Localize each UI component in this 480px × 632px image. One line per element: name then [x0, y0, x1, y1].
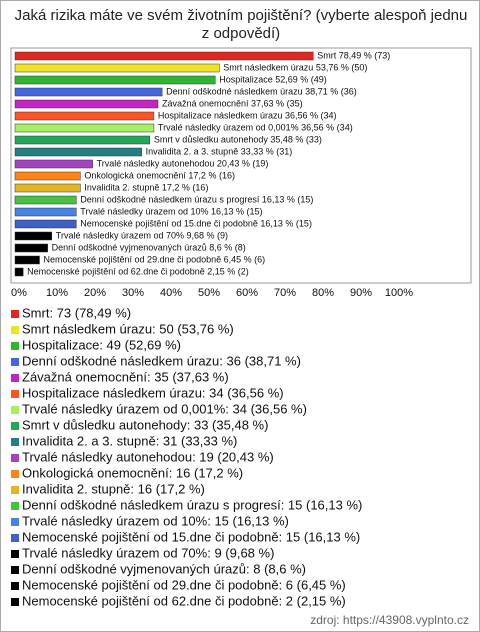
- bar: [14, 207, 77, 217]
- data-label: Denní odškodné následkem úrazu s progres…: [80, 194, 313, 204]
- bar: [14, 183, 81, 193]
- legend-swatch: [11, 406, 19, 414]
- legend-label: Nemocenské pojištění od 29.dne či podobn…: [22, 577, 346, 592]
- bar: [14, 51, 314, 61]
- bar: [14, 63, 220, 73]
- legend-swatch: [11, 438, 19, 446]
- legend-swatch: [11, 422, 19, 430]
- x-tick-label: 50%: [198, 287, 220, 299]
- bar: [14, 135, 151, 145]
- legend-label: Hospitalizace: 49 (52,69 %): [22, 337, 181, 352]
- bar: [14, 159, 93, 169]
- legend-swatch: [11, 454, 19, 462]
- legend-swatch: [11, 534, 19, 542]
- legend-label: Invalidita 2. stupně: 16 (17,2 %): [22, 481, 205, 496]
- source: zdroj: https://43908.vyplnto.cz: [310, 613, 469, 627]
- data-label: Smrt 78,49 % (73): [317, 50, 390, 60]
- data-label: Trvalé následky úrazem od 0,001% 36,56 %…: [158, 122, 353, 132]
- data-label: Závažná onemocnění 37,63 % (35): [162, 98, 303, 108]
- bar: [14, 99, 159, 109]
- data-label: Trvalé následky autonehodou 20,43 % (19): [97, 158, 269, 168]
- data-label: Onkologická onemocnění 17,2 % (16): [84, 170, 235, 180]
- data-label: Denní odškodné následkem úrazu 38,71 % (…: [166, 86, 357, 96]
- data-label: Smrt v důsledku autonehody 35,48 % (33): [154, 134, 322, 144]
- legend-label: Trvalé následky úrazem od 70%: 9 (9,68 %…: [22, 545, 274, 560]
- data-label: Smrt následkem úrazu 53,76 % (50): [223, 62, 367, 72]
- data-label: Nemocenské pojištění od 29.dne či podobn…: [44, 254, 266, 264]
- x-tick-label: 40%: [160, 287, 182, 299]
- x-tick-label: 10%: [46, 287, 68, 299]
- x-tick-label: 80%: [312, 287, 334, 299]
- legend-label: Nemocenské pojištění od 15.dne či podobn…: [22, 529, 360, 544]
- legend-label: Denní odškodné vyjmenovaných úrazů: 8 (8…: [22, 561, 306, 576]
- legend-swatch: [11, 374, 19, 382]
- legend-label: Trvalé následky autonehodou: 19 (20,43 %…: [22, 449, 274, 464]
- data-label: Trvalé následky úrazem od 70% 9,68 % (9): [56, 230, 228, 240]
- legend-label: Trvalé následky úrazem od 10%: 15 (16,13…: [22, 513, 289, 528]
- legend-label: Onkologická onemocnění: 16 (17,2 %): [22, 465, 243, 480]
- legend-swatch: [11, 550, 19, 558]
- legend-label: Hospitalizace následkem úrazu: 34 (36,56…: [22, 385, 284, 400]
- bar: [14, 195, 77, 205]
- data-label: Nemocenské pojištění od 15.dne či podobn…: [80, 218, 312, 228]
- legend-label: Denní odškodné následkem úrazu: 36 (38,7…: [22, 353, 301, 368]
- legend-swatch: [11, 358, 19, 366]
- legend-swatch: [11, 470, 19, 478]
- bar: [14, 267, 24, 277]
- legend-swatch: [11, 342, 19, 350]
- legend-swatch: [11, 518, 19, 526]
- legend-label: Nemocenské pojištění od 62.dne či podobn…: [22, 593, 346, 608]
- data-label: Invalidita 2. stupně 17,2 % (16): [84, 182, 208, 192]
- bar: [14, 255, 40, 265]
- bar: [14, 219, 77, 229]
- legend-swatch: [11, 310, 19, 318]
- legend-swatch: [11, 582, 19, 590]
- legend-label: Závažná onemocnění: 35 (37,63 %): [22, 369, 229, 384]
- bar: [14, 171, 81, 181]
- data-label: Trvalé následky úrazem od 10% 16,13 % (1…: [80, 206, 262, 216]
- legend-label: Smrt následkem úrazu: 50 (53,76 %): [22, 321, 234, 336]
- legend-swatch: [11, 390, 19, 398]
- x-tick-label: 30%: [122, 287, 144, 299]
- legend-swatch: [11, 326, 19, 334]
- legend-swatch: [11, 598, 19, 606]
- bar: [14, 147, 142, 157]
- bar: [14, 243, 48, 253]
- legend-label: Smrt v důsledku autonehody: 33 (35,48 %): [22, 417, 268, 432]
- legend-label: Invalidita 2. a 3. stupně: 31 (33,33 %): [22, 433, 237, 448]
- x-tick-label: 60%: [236, 287, 258, 299]
- legend-label: Smrt: 73 (78,49 %): [22, 305, 131, 320]
- x-tick-label: 0%: [11, 287, 27, 299]
- bar: [14, 231, 53, 241]
- data-label: Hospitalizace 52,69 % (49): [219, 74, 327, 84]
- legend-swatch: [11, 566, 19, 574]
- bar: [14, 111, 155, 121]
- chart-title: Jaká rizika máte ve svém životním pojišt…: [14, 7, 468, 42]
- bar: [14, 123, 155, 133]
- data-label: Nemocenské pojištění od 62.dne či podobn…: [27, 266, 249, 276]
- data-label: Denní odškodné vyjmenovaných úrazů 8,6 %…: [52, 242, 246, 252]
- legend-swatch: [11, 486, 19, 494]
- legend-swatch: [11, 502, 19, 510]
- x-tick-label: 70%: [274, 287, 296, 299]
- x-tick-label: 100%: [385, 287, 413, 299]
- data-label: Hospitalizace následkem úrazu 36,56 % (3…: [158, 110, 337, 120]
- data-label: Invalidita 2. a 3. stupně 33,33 % (31): [146, 146, 293, 156]
- legend-label: Trvalé následky úrazem od 0,001%: 34 (36…: [22, 401, 307, 416]
- bar: [14, 75, 216, 85]
- x-tick-label: 90%: [350, 287, 372, 299]
- legend-label: Denní odškodné následkem úrazu s progres…: [22, 497, 362, 512]
- x-tick-label: 20%: [84, 287, 106, 299]
- bar: [14, 87, 163, 97]
